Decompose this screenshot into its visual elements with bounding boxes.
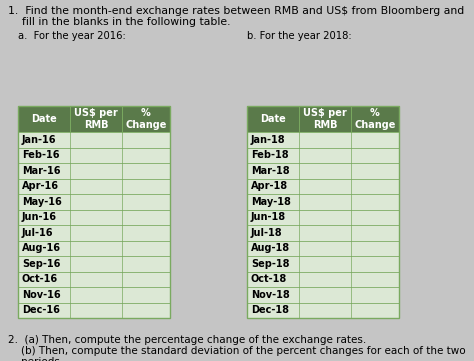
Text: b. For the year 2018:: b. For the year 2018: bbox=[247, 31, 352, 41]
Text: fill in the blanks in the following table.: fill in the blanks in the following tabl… bbox=[8, 17, 230, 27]
Text: Jul-16: Jul-16 bbox=[22, 228, 54, 238]
Text: Date: Date bbox=[260, 114, 286, 124]
Text: Feb-18: Feb-18 bbox=[251, 150, 289, 160]
Bar bbox=[247, 163, 399, 178]
Text: Aug-18: Aug-18 bbox=[251, 243, 290, 253]
Text: Jan-16: Jan-16 bbox=[22, 135, 56, 145]
Bar bbox=[247, 106, 399, 318]
Bar bbox=[247, 106, 399, 132]
Text: Apr-16: Apr-16 bbox=[22, 181, 59, 191]
Text: 2.  (a) Then, compute the percentage change of the exchange rates.: 2. (a) Then, compute the percentage chan… bbox=[8, 335, 366, 345]
Bar bbox=[18, 132, 170, 148]
Text: Oct-16: Oct-16 bbox=[22, 274, 58, 284]
Bar bbox=[18, 240, 170, 256]
Bar bbox=[18, 106, 170, 318]
Text: Aug-16: Aug-16 bbox=[22, 243, 61, 253]
Bar bbox=[18, 194, 170, 209]
Text: Feb-16: Feb-16 bbox=[22, 150, 60, 160]
Bar bbox=[247, 303, 399, 318]
Bar bbox=[247, 132, 399, 148]
Bar bbox=[18, 271, 170, 287]
Text: Jun-16: Jun-16 bbox=[22, 212, 57, 222]
Text: %
Change: % Change bbox=[354, 108, 396, 130]
Text: Dec-16: Dec-16 bbox=[22, 305, 60, 315]
Bar bbox=[247, 271, 399, 287]
Bar bbox=[247, 209, 399, 225]
Bar bbox=[18, 303, 170, 318]
Bar bbox=[18, 256, 170, 271]
Text: Sep-18: Sep-18 bbox=[251, 259, 290, 269]
Text: %
Change: % Change bbox=[125, 108, 167, 130]
Text: Apr-18: Apr-18 bbox=[251, 181, 288, 191]
Text: a.  For the year 2016:: a. For the year 2016: bbox=[18, 31, 126, 41]
Bar bbox=[18, 178, 170, 194]
Text: May-16: May-16 bbox=[22, 197, 62, 207]
Text: Oct-18: Oct-18 bbox=[251, 274, 287, 284]
Text: 1.  Find the month-end exchange rates between RMB and US$ from Bloomberg and: 1. Find the month-end exchange rates bet… bbox=[8, 6, 464, 16]
Bar bbox=[18, 225, 170, 240]
Bar bbox=[247, 240, 399, 256]
Text: Mar-18: Mar-18 bbox=[251, 166, 290, 176]
Bar bbox=[18, 209, 170, 225]
Bar bbox=[247, 194, 399, 209]
Bar bbox=[18, 163, 170, 178]
Text: Sep-16: Sep-16 bbox=[22, 259, 60, 269]
Bar bbox=[247, 148, 399, 163]
Text: US$ per
RMB: US$ per RMB bbox=[303, 108, 347, 130]
Text: Nov-16: Nov-16 bbox=[22, 290, 61, 300]
Bar bbox=[18, 106, 170, 132]
Text: Jan-18: Jan-18 bbox=[251, 135, 286, 145]
Text: Jun-18: Jun-18 bbox=[251, 212, 286, 222]
Text: Date: Date bbox=[31, 114, 57, 124]
Text: Dec-18: Dec-18 bbox=[251, 305, 289, 315]
Bar bbox=[247, 178, 399, 194]
Bar bbox=[247, 225, 399, 240]
Bar bbox=[247, 287, 399, 303]
Bar bbox=[18, 287, 170, 303]
Bar bbox=[18, 148, 170, 163]
Text: Nov-18: Nov-18 bbox=[251, 290, 290, 300]
Text: (b) Then, compute the standard deviation of the percent changes for each of the : (b) Then, compute the standard deviation… bbox=[8, 346, 465, 356]
Bar bbox=[247, 256, 399, 271]
Text: May-18: May-18 bbox=[251, 197, 291, 207]
Text: Jul-18: Jul-18 bbox=[251, 228, 283, 238]
Text: US$ per
RMB: US$ per RMB bbox=[74, 108, 118, 130]
Text: periods.: periods. bbox=[8, 357, 63, 361]
Text: Mar-16: Mar-16 bbox=[22, 166, 61, 176]
